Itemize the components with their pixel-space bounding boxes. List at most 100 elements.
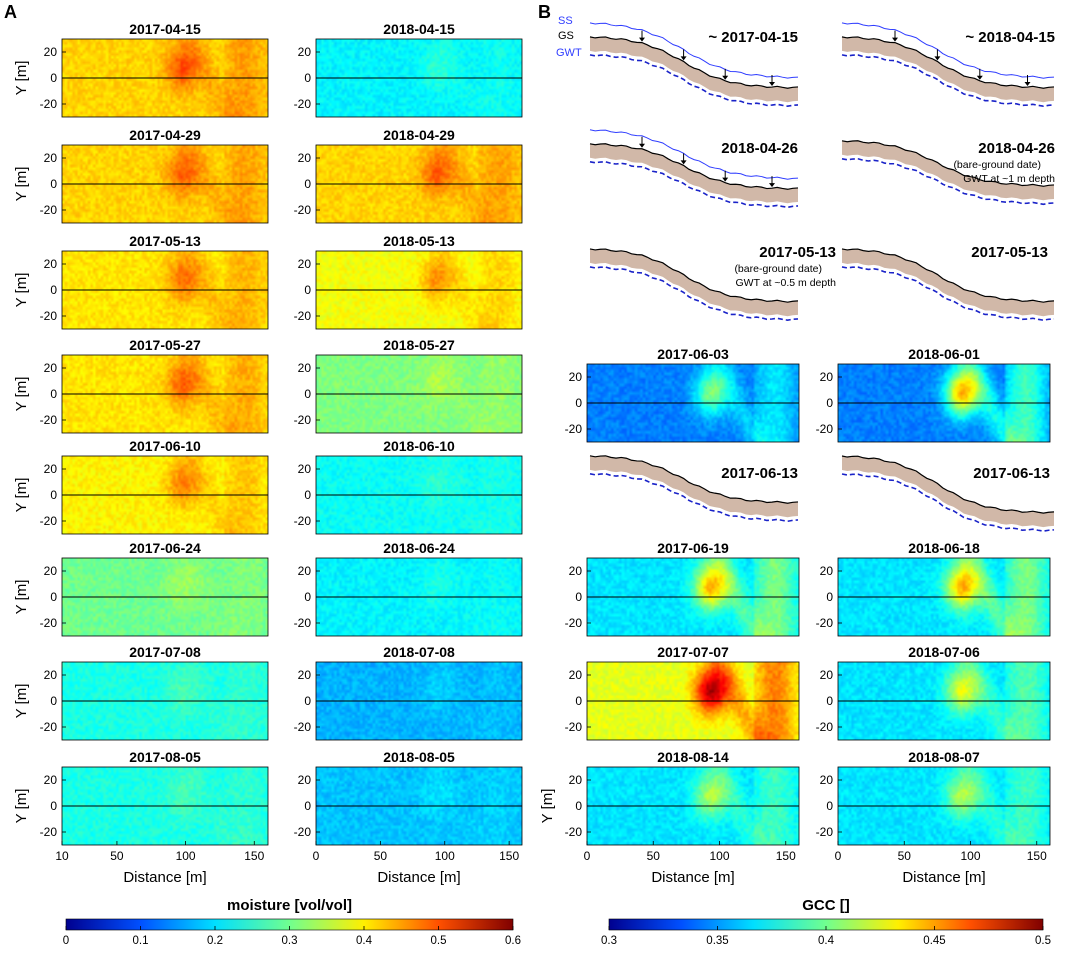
heatmap-2018-07-06: 2018-07-06 20 0 -20	[816, 644, 1051, 741]
y-tick-label: 0	[304, 283, 311, 297]
y-tick-label: 20	[569, 773, 583, 787]
y-tick-label: 20	[298, 361, 312, 375]
x-tick-label: 100	[709, 849, 729, 863]
x-tick-label: 50	[374, 849, 388, 863]
panel-b-gcc-maps: 2017-06-03200-202018-06-01200-202017-06-…	[539, 346, 1051, 886]
heatmap-title: 2018-07-06	[908, 644, 980, 660]
y-tick-label: 0	[826, 590, 833, 604]
y-tick-label: -20	[294, 413, 312, 427]
heatmap-2018-04-29: 2018-04-29 20 0 -20	[294, 127, 523, 224]
colorbars: moisture [vol/vol] 0 0.1 0.2 0.3 0.4 0.5 0.6 GCC…	[63, 897, 1051, 947]
y-tick-label: -20	[294, 514, 312, 528]
heatmap-2017-04-15: 2017-04-15 20 0 -20 Y [m]	[13, 21, 269, 118]
y-tick-label: 0	[50, 799, 57, 813]
heatmap-title: 2018-05-13	[383, 233, 455, 249]
legend-gwt: GWT	[556, 47, 582, 59]
heatmap-title: 2018-06-10	[383, 438, 455, 454]
y-tick-label: 20	[298, 151, 312, 165]
soil-band	[590, 455, 798, 518]
heatmap-title: 2018-08-05	[383, 749, 455, 765]
heatmap-title: 2018-07-08	[383, 644, 455, 660]
colorbar-GCC: GCC [] 0.3 0.35 0.4 0.45 0.5	[601, 897, 1051, 947]
profile-0: ~ 2017-04-15	[589, 22, 799, 108]
heatmap-title: 2017-06-03	[657, 346, 729, 362]
soil-band	[842, 36, 1054, 103]
arrow-head	[976, 75, 983, 80]
colorbar-tick-label: 0.3	[282, 935, 298, 947]
heatmap-2018-06-24: 2018-06-24 20 0 -20	[294, 540, 523, 637]
heatmap-title: 2017-04-29	[129, 127, 201, 143]
arrow-head	[680, 56, 687, 61]
x-tick-label: 50	[898, 849, 912, 863]
ground-surface-line	[841, 248, 1055, 303]
colorbar-tick-label: 0.5	[431, 935, 447, 947]
y-tick-label: 0	[304, 694, 311, 708]
x-tick-label: 100	[176, 849, 196, 863]
y-tick-label: -20	[565, 825, 583, 839]
y-tick-label: 0	[50, 177, 57, 191]
profile-date-label: 2017-05-13	[971, 244, 1048, 261]
y-tick-label: -20	[294, 616, 312, 630]
snow-surface-line	[589, 22, 799, 79]
x-tick-label: 50	[110, 849, 124, 863]
y-tick-label: 20	[820, 564, 834, 578]
arrow-head	[722, 75, 729, 80]
legend-ss: SS	[558, 15, 573, 27]
y-tick-label: -20	[40, 309, 58, 323]
ground-surface-line	[841, 140, 1055, 187]
arrow-head	[1024, 82, 1031, 87]
groundwater-table-line	[841, 473, 1055, 532]
y-tick-label: 0	[575, 396, 582, 410]
arrow-head	[892, 37, 898, 42]
colorbar-tick-label: 0.4	[356, 935, 373, 947]
profile-date-label: 2017-06-13	[721, 465, 798, 482]
colorbar-label: moisture [vol/vol]	[227, 897, 352, 914]
y-axis-label: Y [m]	[13, 377, 30, 412]
groundwater-table-line	[589, 54, 799, 108]
y-tick-label: -20	[40, 97, 58, 111]
colorbar-tick-label: 0	[63, 935, 69, 947]
colorbar-tick-label: 0.1	[133, 935, 149, 947]
y-tick-label: -20	[565, 720, 583, 734]
x-tick-label: 150	[499, 849, 519, 863]
heatmap-2017-04-29: 2017-04-29 20 0 -20 Y [m]	[13, 127, 269, 224]
panel-label-b: B	[538, 2, 551, 22]
soil-band	[842, 140, 1054, 201]
ground-surface-line	[589, 143, 799, 190]
y-tick-label: 20	[569, 668, 583, 682]
heatmap-title: 2018-08-14	[657, 749, 729, 765]
ground-surface-line	[841, 455, 1055, 514]
x-tick-label: 100	[435, 849, 455, 863]
y-tick-label: 0	[304, 488, 311, 502]
y-tick-label: -20	[40, 203, 58, 217]
profile-note-1: (bare-ground date)	[734, 263, 822, 275]
y-tick-label: -20	[40, 825, 58, 839]
y-tick-label: -20	[565, 422, 583, 436]
y-tick-label: 20	[569, 370, 583, 384]
profile-1: ~ 2018-04-15	[841, 22, 1055, 108]
y-tick-label: 20	[820, 370, 834, 384]
arrow-head	[769, 183, 775, 188]
heatmap-2017-06-24: 2017-06-24 20 0 -20 Y [m]	[13, 540, 269, 637]
ground-surface-line	[589, 248, 799, 303]
y-tick-label: 0	[50, 590, 57, 604]
y-axis-label: Y [m]	[13, 273, 30, 308]
y-tick-label: 20	[298, 564, 312, 578]
heatmap-title: 2018-06-24	[383, 540, 455, 556]
heatmap-title: 2017-04-15	[129, 21, 201, 37]
y-axis-label: Y [m]	[13, 478, 30, 513]
profile-date-label: 2017-06-13	[973, 465, 1050, 482]
y-tick-label: 0	[575, 590, 582, 604]
y-axis-label: Y [m]	[13, 167, 30, 202]
y-tick-label: 20	[569, 564, 583, 578]
y-tick-label: 0	[304, 387, 311, 401]
y-axis-label-b: Y [m]	[539, 789, 556, 824]
colorbar-label: GCC []	[802, 897, 850, 914]
ground-surface-line	[589, 36, 799, 89]
y-tick-label: 20	[298, 257, 312, 271]
profile-2: 2018-04-26	[589, 129, 799, 209]
heatmap-title: 2017-08-05	[129, 749, 201, 765]
heatmap-2017-06-19: 2017-06-19 20 0 -20	[565, 540, 800, 637]
